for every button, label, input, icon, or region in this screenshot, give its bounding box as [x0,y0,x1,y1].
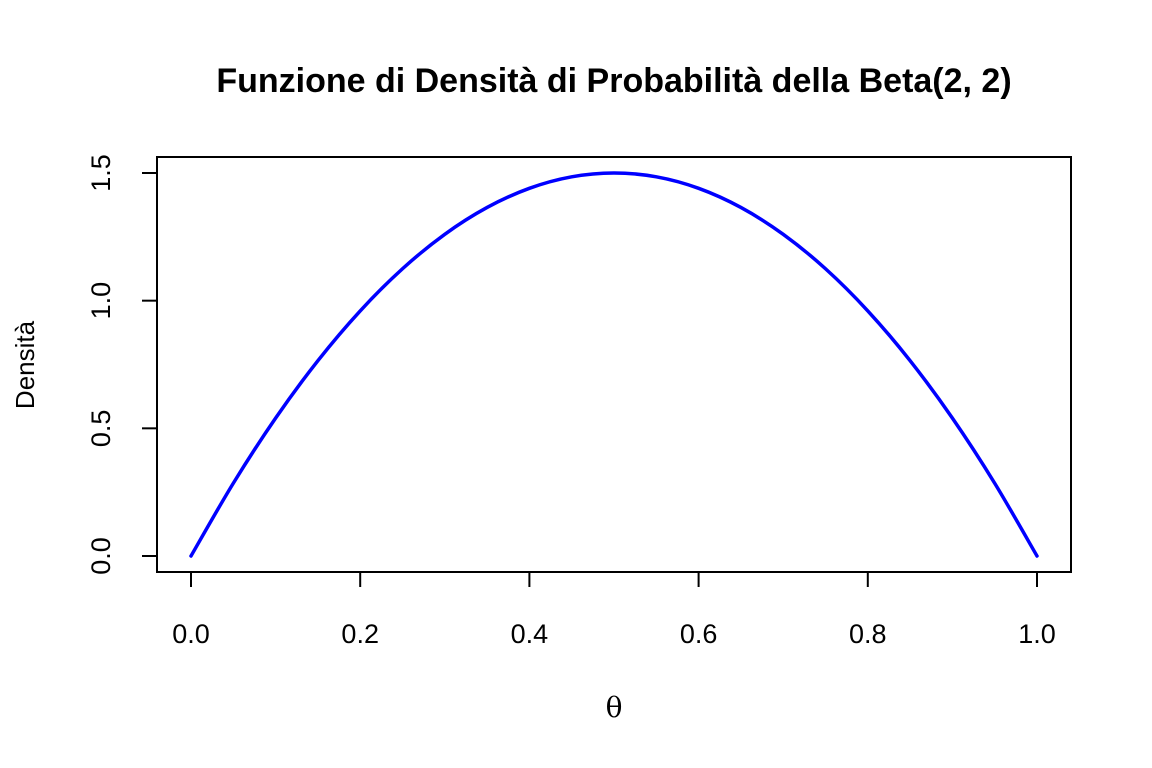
y-tick-label: 1.0 [86,282,116,320]
x-tick-label: 0.4 [511,619,549,649]
x-tick-label: 0.2 [341,619,379,649]
chart-title: Funzione di Densità di Probabilità della… [216,62,1011,100]
plot-frame [156,156,1072,573]
series-layer [189,171,1039,558]
y-tick-label: 0.0 [86,537,116,575]
x-tick-label: 0.8 [849,619,887,649]
y-axis: 0.0 0.5 1.0 1.5 [86,154,158,575]
x-axis-title: θ [606,691,623,724]
x-tick-label: 0.6 [680,619,718,649]
x-axis: 0.0 0.2 0.4 0.6 0.8 1.0 [172,571,1056,649]
x-tick-label: 0.0 [172,619,210,649]
y-tick-label: 0.5 [86,410,116,448]
y-tick-label: 1.5 [86,154,116,192]
density-curve [189,171,1039,558]
y-axis-title: Densità [10,320,40,409]
x-tick-label: 1.0 [1018,619,1056,649]
